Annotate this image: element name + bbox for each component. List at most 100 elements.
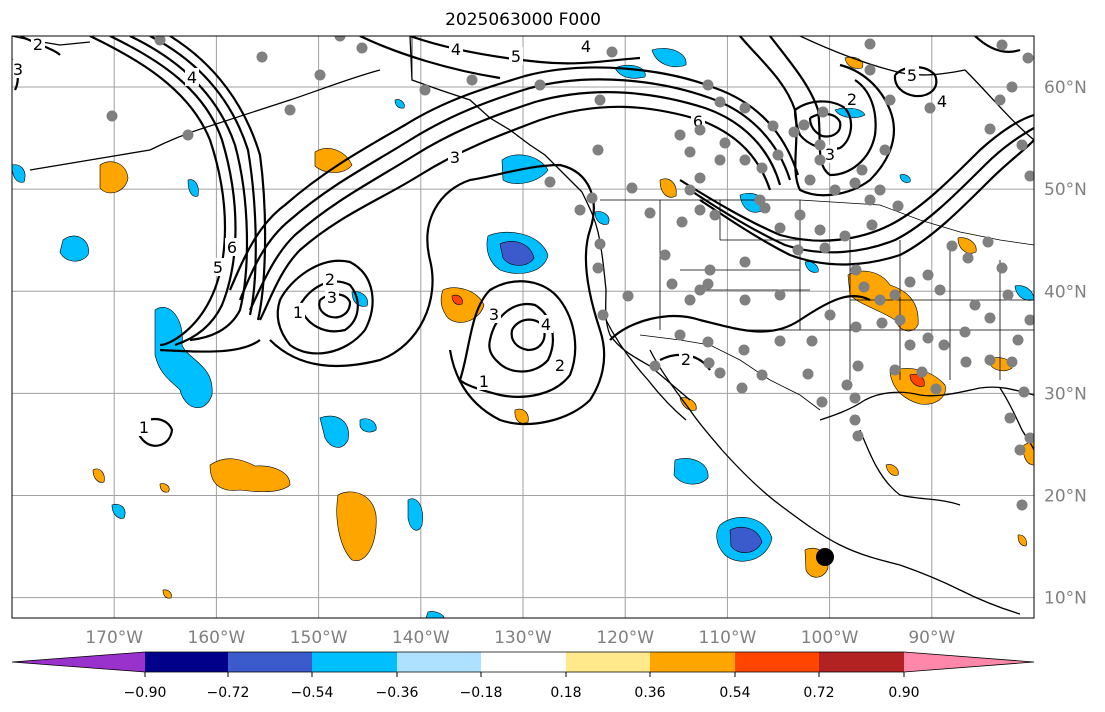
station-dot [959, 326, 971, 338]
station-dot [666, 278, 678, 290]
lat-label: 20°N [1044, 486, 1087, 506]
station-dot [694, 124, 706, 136]
station-dot [924, 102, 936, 114]
station-dot [849, 392, 861, 404]
shaded-patch-negative [12, 164, 26, 183]
lon-label: 90°W [908, 628, 955, 648]
aleutians [29, 149, 151, 171]
shaded-patch-positive [159, 483, 170, 493]
contour-label-bg [449, 40, 463, 58]
colorbar-segment [566, 652, 650, 672]
contour-label: 5 [511, 47, 521, 66]
contour-label: 2 [33, 35, 43, 54]
contour-line [159, 339, 261, 353]
station-dot [866, 219, 878, 231]
contour-label: 5 [907, 66, 917, 85]
station-dot [702, 278, 714, 290]
station-dot [314, 69, 326, 81]
contour-label-bg [477, 372, 491, 390]
station-dot [916, 366, 928, 378]
station-dot [806, 335, 818, 347]
station-dot [739, 256, 751, 268]
station-dot [709, 209, 721, 221]
contour-label-bg [579, 37, 593, 55]
station-dot [934, 284, 946, 296]
contour-line [109, 36, 237, 347]
contour-line [793, 100, 853, 151]
contour-label-bg [679, 350, 693, 368]
contour-line [276, 259, 374, 355]
colorbar-tick-label: −0.54 [291, 685, 334, 701]
contour-lines [12, 36, 1034, 447]
shaded-patch-negative [407, 498, 423, 531]
station-dot [774, 335, 786, 347]
station-dot [996, 262, 1008, 274]
station-dot [1024, 170, 1034, 182]
station-dot [544, 176, 556, 188]
contour-label: 3 [327, 288, 337, 307]
station-dot [739, 102, 751, 114]
colorbar-tick-label: −0.72 [207, 685, 250, 701]
station-dot [904, 276, 916, 288]
map-title: 2025063000 F000 [445, 10, 601, 30]
contour-label-bg [509, 47, 523, 65]
shaded-patch-negative [187, 179, 199, 197]
station-dot [774, 222, 786, 234]
contour-label: 3 [450, 148, 460, 167]
us-canada-border [600, 199, 1034, 246]
colorbar-segment [735, 652, 819, 672]
contour-label: 3 [825, 145, 835, 164]
contour-line [409, 36, 641, 65]
shaded-patch-negative [651, 48, 687, 68]
alaska-coast [409, 36, 583, 193]
station-dot [534, 79, 546, 91]
shaded-patch-negative [319, 415, 349, 448]
station-dot [1024, 432, 1034, 444]
station-dot [814, 139, 826, 151]
contour-line [269, 163, 606, 426]
contour-label: 4 [451, 40, 461, 59]
contour-label-bg [137, 418, 151, 436]
station-dot [694, 204, 706, 216]
station-dot [969, 299, 981, 311]
colorbar-segment [481, 652, 566, 672]
contour-label-bg [325, 288, 339, 306]
shaded-patch-negative [59, 235, 89, 262]
station-dot [879, 144, 891, 156]
station-dot [674, 129, 686, 141]
lat-label: 30°N [1044, 384, 1087, 404]
station-dot [1014, 444, 1026, 456]
contour-line [298, 280, 359, 333]
station-dot [704, 264, 716, 276]
station-dot [856, 164, 868, 176]
plot-frame [11, 35, 1035, 619]
contour-line [249, 91, 782, 311]
station-dot [574, 204, 586, 216]
station-dot [994, 94, 1006, 106]
shaded-patch-positive [336, 491, 377, 561]
station-dot [982, 236, 994, 248]
longitude-labels: 170°W 160°W 150°W 140°W 130°W 120°W 110°W 100°W… [85, 628, 955, 648]
contour-line [19, 36, 61, 56]
shaded-patch-positive [885, 464, 899, 476]
contour-label-bg [845, 90, 859, 108]
colorbar-tick-label: −0.18 [460, 685, 503, 701]
contour-line [609, 295, 871, 341]
station-dot [1024, 314, 1034, 326]
station-dot [904, 339, 916, 351]
lat-label: 50°N [1044, 180, 1087, 200]
colorbar-tick-label: 0.18 [550, 685, 581, 701]
station-dot [659, 249, 671, 261]
station-dot [702, 336, 714, 348]
colorbar [11, 651, 1035, 673]
contour-label: 2 [681, 350, 691, 369]
station-dot [1016, 499, 1028, 511]
shaded-patch-positive [957, 237, 977, 254]
station-dot [703, 357, 715, 369]
station-dot [984, 312, 996, 324]
station-dot [852, 430, 864, 442]
shaded-patch-negative-strong [729, 527, 763, 553]
station-dot [874, 294, 886, 306]
station-dot [889, 289, 901, 301]
